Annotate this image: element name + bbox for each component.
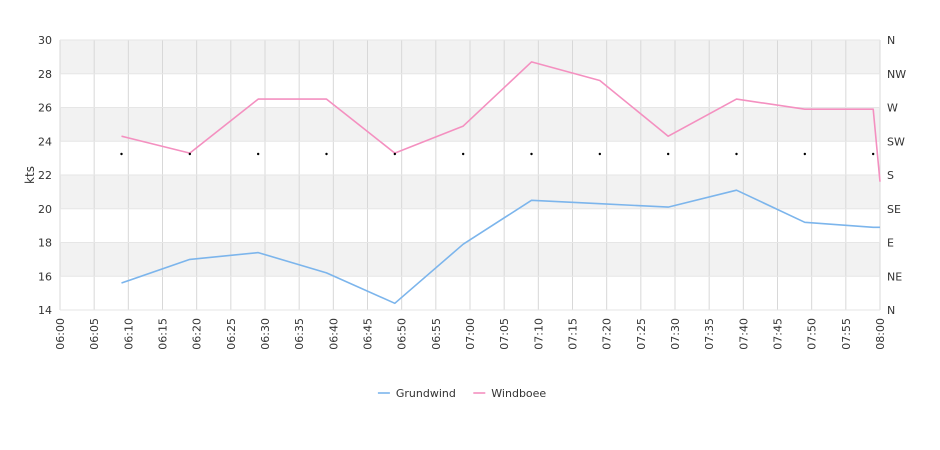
- direction-marker: [530, 152, 533, 156]
- direction-tick-label: SW: [887, 135, 905, 148]
- y-tick-label: 18: [38, 237, 52, 250]
- direction-marker: [803, 152, 807, 156]
- direction-marker: [598, 152, 602, 156]
- x-tick-label: 07:55: [840, 318, 853, 350]
- direction-marker: [188, 152, 192, 156]
- x-axis-ticks: 06:00 06:05 06:10 06:15 06:20 06:25 06:30 06:35…: [54, 318, 887, 350]
- x-tick-label: 07:25: [635, 318, 648, 350]
- legend-item[interactable]: Grundwind: [377, 387, 456, 400]
- direction-marker: [256, 152, 260, 156]
- x-tick-label: 08:00: [874, 318, 887, 350]
- legend-label: Windboee: [491, 387, 546, 400]
- direction-tick-label: S: [887, 169, 894, 182]
- y-tick-label: 22: [38, 169, 52, 182]
- direction-axis-ticks: N NE E SE S SW W NW N: [887, 34, 906, 317]
- x-tick-label: 07:00: [464, 318, 477, 350]
- direction-tick-label: N: [887, 304, 895, 317]
- y-tick-label: 30: [38, 34, 52, 47]
- legend-item[interactable]: Windboee: [473, 387, 546, 400]
- y-tick-label: 14: [38, 304, 52, 317]
- direction-tick-label: NE: [887, 270, 902, 283]
- series-layer: [121, 61, 881, 305]
- direction-tick-label: W: [887, 102, 898, 115]
- legend[interactable]: Grundwind Windboee: [377, 387, 547, 400]
- direction-marker: [325, 152, 328, 156]
- direction-markers: [120, 152, 875, 156]
- y-tick-label: 16: [38, 270, 52, 283]
- x-tick-label: 06:20: [191, 318, 204, 350]
- x-tick-label: 06:25: [225, 318, 238, 350]
- x-tick-label: 06:30: [259, 318, 272, 350]
- x-tick-label: 06:50: [396, 318, 409, 350]
- x-tick-label: 06:00: [54, 318, 67, 350]
- direction-marker: [461, 152, 465, 156]
- series-line: [121, 189, 880, 305]
- direction-tick-label: E: [887, 237, 894, 250]
- direction-tick-label: NW: [887, 68, 906, 81]
- x-tick-label: 07:50: [806, 318, 819, 350]
- direction-marker: [735, 152, 738, 156]
- x-tick-label: 06:40: [327, 318, 340, 350]
- y-tick-label: 20: [38, 203, 52, 216]
- x-tick-label: 06:45: [362, 318, 375, 350]
- x-tick-label: 07:15: [567, 318, 580, 350]
- direction-marker: [871, 152, 875, 156]
- x-tick-label: 07:45: [772, 318, 785, 350]
- x-tick-label: 07:05: [498, 318, 511, 350]
- series-line: [121, 61, 881, 182]
- x-tick-label: 06:55: [430, 318, 443, 350]
- direction-tick-label: SE: [887, 203, 901, 216]
- y-axis-ticks: 14 16 18 20 22 24 26 28 30: [38, 34, 52, 317]
- direction-tick-label: N: [887, 34, 895, 47]
- x-tick-label: 06:10: [122, 318, 135, 350]
- x-tick-label: 06:05: [88, 318, 101, 350]
- x-tick-label: 07:20: [601, 318, 614, 350]
- x-tick-label: 07:10: [532, 318, 545, 350]
- x-tick-label: 06:35: [293, 318, 306, 350]
- horizontal-gridlines: [60, 39, 880, 311]
- direction-marker: [666, 152, 670, 156]
- x-tick-label: 06:15: [157, 318, 170, 350]
- legend-label: Grundwind: [396, 387, 456, 400]
- direction-marker: [120, 152, 123, 156]
- x-tick-label: 07:40: [737, 318, 750, 350]
- direction-marker: [393, 152, 397, 156]
- y-tick-label: 28: [38, 68, 52, 81]
- x-tick-label: 07:30: [669, 318, 682, 350]
- y-axis-title: kts: [23, 166, 37, 184]
- y-tick-label: 26: [38, 102, 52, 115]
- x-tick-label: 07:35: [703, 318, 716, 350]
- y-tick-label: 24: [38, 135, 52, 148]
